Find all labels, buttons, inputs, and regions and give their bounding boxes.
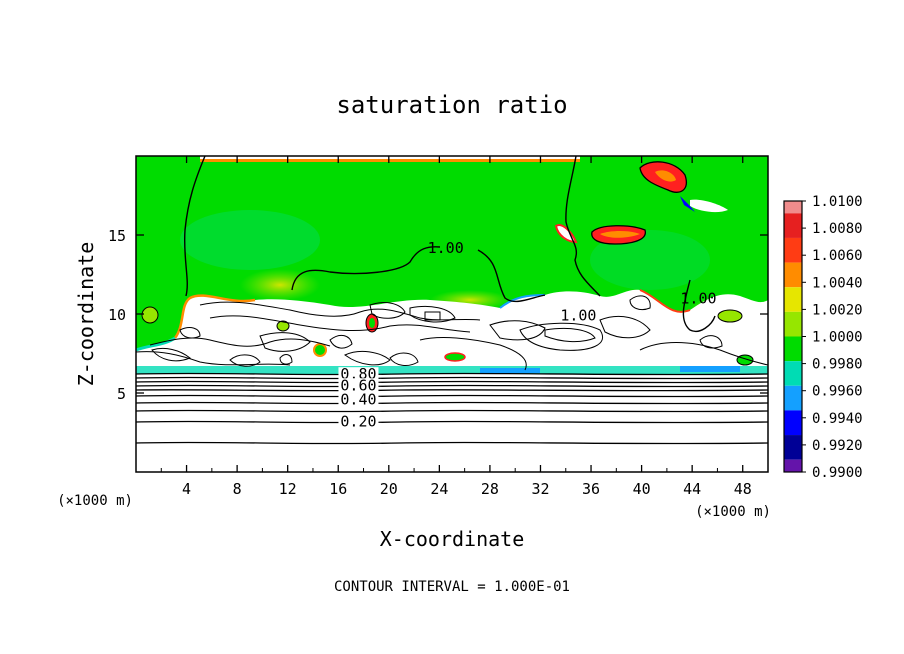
top-strip xyxy=(200,156,580,159)
contour-label: 1.00 xyxy=(680,289,716,307)
x-axis-label: X-coordinate xyxy=(380,527,525,551)
y-tick-label: 10 xyxy=(108,306,126,324)
colorbar: 1.0100 1.0080 1.0060 1.0040 1.0020 1.0000 0.99… xyxy=(783,194,863,481)
contour-labels: 1.001.001.000.800.600.400.20 xyxy=(338,239,717,431)
cloud-cell xyxy=(276,320,290,332)
colorbar-label: 1.0000 xyxy=(812,330,863,346)
cloud-contours xyxy=(136,295,768,371)
colorbar-swatch xyxy=(784,287,802,312)
x-tick-label: 44 xyxy=(683,480,701,498)
colorbar-label: 0.9900 xyxy=(812,465,863,481)
contour-label-bg xyxy=(338,367,379,382)
subsat-patch xyxy=(180,210,320,270)
x-tick-label: 48 xyxy=(734,480,752,498)
colorbar-swatch xyxy=(784,213,802,238)
contour-1-00 xyxy=(477,249,546,303)
colorbar-swatch xyxy=(784,237,802,263)
colorbar-swatch xyxy=(784,311,802,337)
x-unit-left: (×1000 m) xyxy=(57,493,133,509)
colorbar-swatch xyxy=(784,361,802,386)
colorbar-label: 0.9920 xyxy=(812,438,863,454)
colorbar-label: 0.9980 xyxy=(812,357,863,373)
blob-white xyxy=(690,199,728,213)
contour-1-00 xyxy=(682,279,716,332)
cloud-cell xyxy=(141,306,159,324)
x-axis: 4 8 12 16 20 24 28 32 36 40 44 48 xyxy=(160,156,752,498)
colorbar-label: 1.0080 xyxy=(812,221,863,237)
contour-label: 1.00 xyxy=(428,239,464,257)
contour-label-bg xyxy=(338,392,379,407)
x-tick-label: 8 xyxy=(233,480,242,498)
y-tick-label: 15 xyxy=(108,227,126,245)
y-axis-label: Z-coordinate xyxy=(74,242,98,387)
x-tick-label: 24 xyxy=(430,480,448,498)
x-tick-label: 20 xyxy=(380,480,398,498)
contour-1-00 xyxy=(291,246,441,291)
colorbar-label: 0.9940 xyxy=(812,411,863,427)
cloud-cell xyxy=(717,309,743,323)
colorbar-swatch xyxy=(784,435,802,460)
colorbar-swatch xyxy=(784,459,802,472)
colorbar-label: 0.9960 xyxy=(812,384,863,400)
contour-1-00 xyxy=(183,156,206,297)
colorbar-swatch xyxy=(784,410,802,436)
x-unit-right: (×1000 m) xyxy=(695,504,771,520)
colorbar-swatch xyxy=(784,262,802,288)
x-tick-label: 32 xyxy=(531,480,549,498)
contour-label: 0.20 xyxy=(340,413,376,431)
contour-label: 1.00 xyxy=(560,307,596,325)
supersat-patch xyxy=(240,269,320,301)
x-tick-label: 12 xyxy=(279,480,297,498)
x-tick-label: 4 xyxy=(182,480,191,498)
cloud-cell xyxy=(313,343,327,357)
y-tick-label: 5 xyxy=(117,385,126,403)
colorbar-swatch xyxy=(784,385,802,411)
colorbar-label: 1.0020 xyxy=(812,302,863,318)
x-tick-label: 16 xyxy=(329,480,347,498)
contour-1-00 xyxy=(565,156,601,297)
x-tick-label: 28 xyxy=(481,480,499,498)
cloud-cell xyxy=(444,352,466,362)
stratified-contours xyxy=(136,372,768,445)
subsat-patch xyxy=(590,230,710,290)
heatmap-field xyxy=(136,156,768,472)
colorbar-label: 1.0040 xyxy=(812,275,863,291)
colorbar-label: 1.0100 xyxy=(812,194,863,210)
contour-label: 0.40 xyxy=(340,390,376,408)
x-tick-label: 40 xyxy=(633,480,651,498)
chart-title: saturation ratio xyxy=(336,91,567,119)
contour-label-bg xyxy=(338,414,379,429)
colorbar-swatch xyxy=(784,201,802,214)
colorbar-label: 1.0060 xyxy=(812,248,863,264)
contour-label: 0.60 xyxy=(340,376,376,394)
colorbar-swatch xyxy=(784,336,802,362)
x-tick-label: 36 xyxy=(582,480,600,498)
y-axis: 5 10 15 xyxy=(108,227,768,403)
contour-interval-note: CONTOUR INTERVAL = 1.000E-01 xyxy=(334,579,570,595)
contour-label-bg xyxy=(338,378,379,393)
